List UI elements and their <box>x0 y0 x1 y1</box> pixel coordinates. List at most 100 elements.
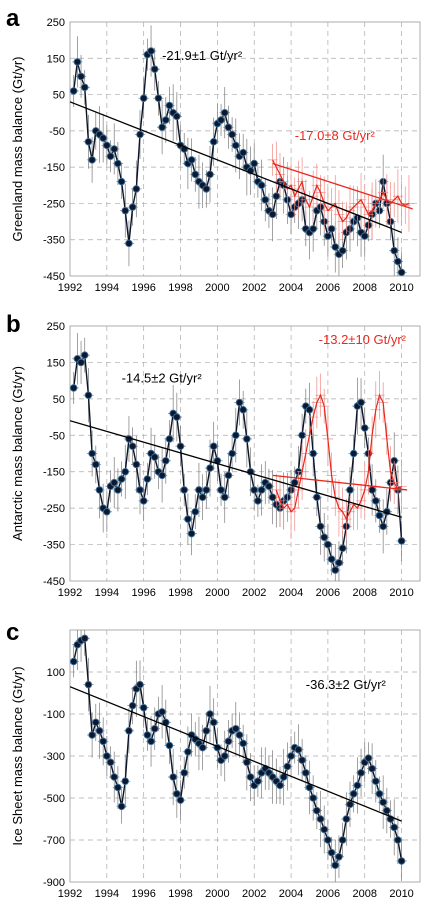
plot-area <box>70 25 415 276</box>
data-point <box>117 177 126 186</box>
data-point <box>331 243 340 251</box>
data-point <box>103 508 111 516</box>
panel-letter: a <box>6 5 20 32</box>
data-point <box>224 737 233 746</box>
data-point <box>372 497 380 505</box>
data-point <box>349 449 358 458</box>
data-point <box>217 116 225 124</box>
data-point <box>202 727 211 735</box>
data-point <box>103 752 111 760</box>
series-line <box>275 393 403 521</box>
y-tick-label-5: -250 <box>43 198 65 210</box>
y-tick-label-1: 150 <box>47 357 65 369</box>
data-point <box>250 486 258 494</box>
data-point <box>268 493 277 501</box>
data-point <box>191 170 200 179</box>
data-point <box>298 756 306 764</box>
data-point <box>320 825 328 834</box>
data-point <box>316 522 325 531</box>
data-point <box>272 192 281 200</box>
x-tick-label-4: 2000 <box>205 587 229 599</box>
data-point <box>360 232 369 240</box>
data-point <box>250 159 258 168</box>
trend-line-0 <box>70 101 402 234</box>
y-axis-label: Greenland mass balance (Gt/yr) <box>10 57 25 242</box>
data-point <box>125 239 133 248</box>
data-point <box>84 391 93 399</box>
data-point <box>246 773 255 781</box>
data-point <box>80 634 89 643</box>
data-point <box>180 769 188 777</box>
data-point <box>84 680 93 689</box>
x-tick-label-8: 2008 <box>352 587 376 599</box>
data-point <box>379 522 387 531</box>
x-tick-label-4: 2000 <box>205 282 229 294</box>
data-point <box>143 731 152 739</box>
data-point <box>335 853 343 861</box>
series-line <box>72 49 403 273</box>
data-point <box>139 703 148 712</box>
data-point <box>257 486 266 494</box>
data-point <box>287 752 295 760</box>
data-point <box>162 116 170 124</box>
data-point <box>309 794 317 802</box>
data-point <box>147 737 155 746</box>
data-point <box>232 141 240 150</box>
data-point <box>187 156 196 164</box>
data-point <box>173 790 181 798</box>
y-tick-label-7: -450 <box>43 271 65 283</box>
data-point <box>254 497 262 505</box>
data-point <box>390 246 398 255</box>
data-point <box>324 232 332 240</box>
x-tick-label-7: 2006 <box>316 888 340 900</box>
data-point <box>257 181 266 190</box>
y-tick-label-0: 100 <box>47 667 65 679</box>
data-point <box>320 533 328 542</box>
x-tick-label-4: 2000 <box>205 888 229 900</box>
data-point <box>154 94 163 102</box>
data-point <box>206 170 214 179</box>
data-point <box>338 246 347 255</box>
data-point <box>70 87 78 95</box>
data-point <box>198 743 207 752</box>
data-point <box>117 802 126 811</box>
series-line <box>73 637 403 868</box>
data-point <box>239 148 247 157</box>
data-point <box>305 406 314 414</box>
data-point <box>106 152 115 161</box>
data-point <box>158 123 166 131</box>
y-tick-label-3: -500 <box>43 793 65 805</box>
y-tick-label-5: -250 <box>43 503 65 515</box>
data-point <box>136 486 144 494</box>
series-0 <box>70 25 407 276</box>
data-point <box>313 493 321 501</box>
data-point <box>309 225 317 233</box>
data-point <box>165 435 174 443</box>
data-point <box>121 777 130 785</box>
data-point <box>136 680 144 689</box>
data-point <box>70 384 78 392</box>
data-point <box>372 777 380 785</box>
data-point <box>375 511 384 520</box>
data-point <box>110 478 118 487</box>
data-point <box>77 358 85 367</box>
data-point <box>224 471 233 480</box>
data-point <box>110 773 118 781</box>
data-point <box>331 566 340 574</box>
x-tick-label-7: 2006 <box>316 282 340 294</box>
trend-annotation-1: -17.0±8 Gt/yr² <box>295 128 376 143</box>
data-point <box>335 559 343 567</box>
data-point <box>342 815 351 823</box>
data-point <box>209 442 218 450</box>
data-point <box>235 398 244 407</box>
data-point <box>209 718 218 727</box>
data-point <box>99 134 107 142</box>
series-0 <box>70 333 407 581</box>
data-point <box>198 493 207 501</box>
data-point <box>73 58 82 66</box>
chart-panel-b: 1992 1994 1996 1998 2000 2002 2004 2006 2008 2010… <box>6 311 421 599</box>
data-point <box>287 210 295 219</box>
data-point <box>349 790 358 798</box>
y-axis-label: Ice Sheet mass balance (Gt/yr) <box>10 666 25 845</box>
data-point <box>394 257 402 266</box>
